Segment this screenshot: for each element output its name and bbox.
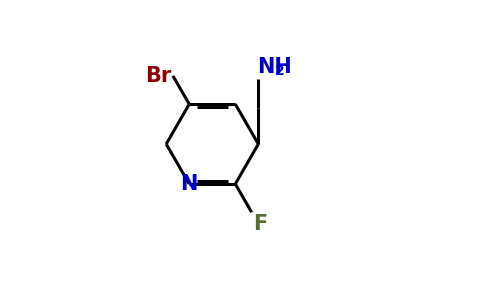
Text: 2: 2 — [275, 64, 285, 78]
Text: Br: Br — [145, 66, 171, 86]
Text: NH: NH — [257, 57, 292, 77]
Text: F: F — [253, 214, 267, 234]
Text: N: N — [181, 174, 198, 194]
